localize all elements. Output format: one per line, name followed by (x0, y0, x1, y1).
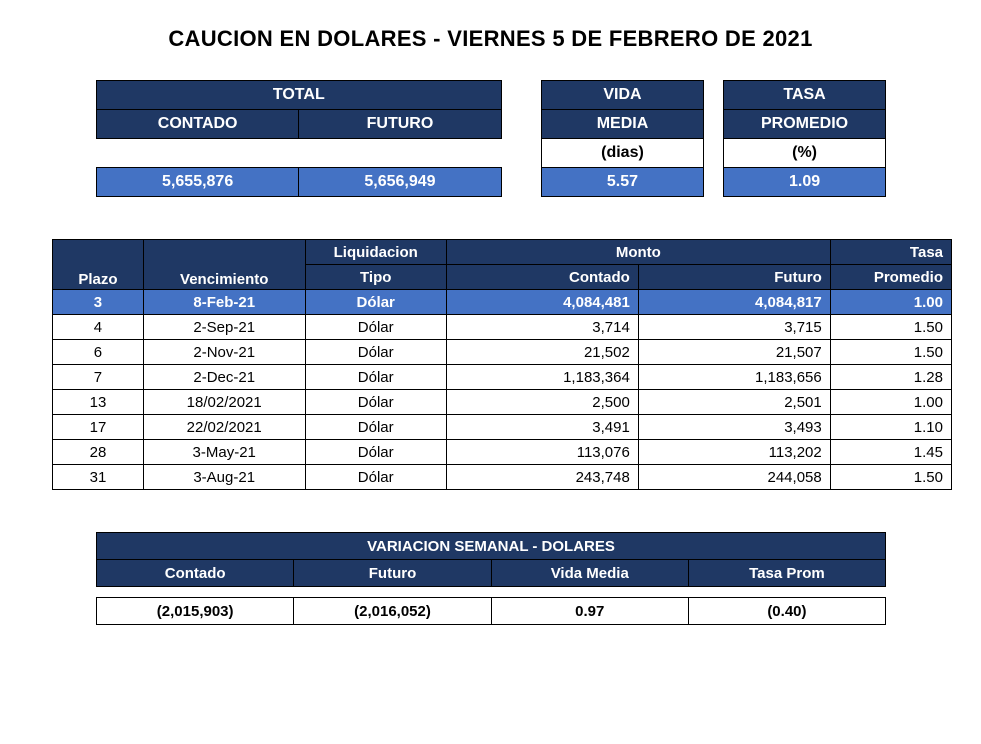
cell-venc: 2-Dec-21 (143, 365, 305, 390)
col-monto: Monto (446, 240, 830, 265)
cell-contado: 4,084,481 (446, 290, 638, 315)
cell-futuro: 21,507 (638, 340, 830, 365)
val-contado: 5,655,876 (97, 168, 299, 197)
val-futuro: 5,656,949 (299, 168, 501, 197)
cell-venc: 2-Nov-21 (143, 340, 305, 365)
cell-venc: 8-Feb-21 (143, 290, 305, 315)
cell-contado: 21,502 (446, 340, 638, 365)
cell-futuro: 113,202 (638, 440, 830, 465)
cell-venc: 18/02/2021 (143, 390, 305, 415)
cell-tipo: Dólar (305, 390, 446, 415)
cell-contado: 2,500 (446, 390, 638, 415)
cell-plazo: 7 (53, 365, 144, 390)
cell-tasa: 1.10 (830, 415, 951, 440)
cell-venc: 3-May-21 (143, 440, 305, 465)
hdr-tasa: TASA (724, 81, 886, 110)
col-tipo: Tipo (305, 265, 446, 290)
cell-plazo: 3 (53, 290, 144, 315)
unit-pct: (%) (724, 139, 886, 168)
col-tasa: Tasa (830, 240, 951, 265)
table-row: 72-Dec-21Dólar1,183,3641,183,6561.28 (53, 365, 952, 390)
cell-venc: 22/02/2021 (143, 415, 305, 440)
wk-futuro: (2,016,052) (294, 598, 491, 625)
cell-tasa: 1.50 (830, 465, 951, 490)
cell-futuro: 3,715 (638, 315, 830, 340)
col-promedio: Promedio (830, 265, 951, 290)
cell-contado: 3,714 (446, 315, 638, 340)
wk-vida: 0.97 (491, 598, 688, 625)
wk-tasa: (0.40) (688, 598, 885, 625)
wk-tasa-h: Tasa Prom (688, 560, 885, 587)
cell-plazo: 28 (53, 440, 144, 465)
cell-tipo: Dólar (305, 340, 446, 365)
cell-venc: 3-Aug-21 (143, 465, 305, 490)
page-title: CAUCION EN DOLARES - VIERNES 5 DE FEBRER… (40, 26, 941, 52)
cell-tasa: 1.00 (830, 290, 951, 315)
wk-futuro-h: Futuro (294, 560, 491, 587)
cell-tipo: Dólar (305, 365, 446, 390)
hdr-contado: CONTADO (97, 110, 299, 139)
cell-tipo: Dólar (305, 440, 446, 465)
weekly-table: VARIACION SEMANAL - DOLARES Contado Futu… (96, 532, 886, 625)
hdr-futuro: FUTURO (299, 110, 501, 139)
wk-contado: (2,015,903) (97, 598, 294, 625)
hdr-prom: PROMEDIO (724, 110, 886, 139)
cell-tasa: 1.00 (830, 390, 951, 415)
cell-contado: 243,748 (446, 465, 638, 490)
cell-plazo: 4 (53, 315, 144, 340)
summary-table: TOTAL VIDA TASA CONTADO FUTURO MEDIA PRO… (96, 80, 886, 197)
cell-plazo: 6 (53, 340, 144, 365)
table-row: 38-Feb-21Dólar4,084,4814,084,8171.00 (53, 290, 952, 315)
cell-futuro: 1,183,656 (638, 365, 830, 390)
cell-futuro: 3,493 (638, 415, 830, 440)
table-row: 1318/02/2021Dólar2,5002,5011.00 (53, 390, 952, 415)
weekly-table-wrap: VARIACION SEMANAL - DOLARES Contado Futu… (96, 532, 941, 625)
hdr-media: MEDIA (542, 110, 704, 139)
col-plazo: Plazo (53, 240, 144, 290)
cell-tipo: Dólar (305, 290, 446, 315)
cell-futuro: 2,501 (638, 390, 830, 415)
cell-tipo: Dólar (305, 465, 446, 490)
col-venc: Vencimiento (143, 240, 305, 290)
col-liq: Liquidacion (305, 240, 446, 265)
cell-tipo: Dólar (305, 315, 446, 340)
hdr-vida: VIDA (542, 81, 704, 110)
cell-contado: 3,491 (446, 415, 638, 440)
table-row: 1722/02/2021Dólar3,4913,4931.10 (53, 415, 952, 440)
detail-table-wrap: Plazo Vencimiento Liquidacion Monto Tasa… (52, 239, 941, 490)
cell-futuro: 244,058 (638, 465, 830, 490)
table-row: 313-Aug-21Dólar243,748244,0581.50 (53, 465, 952, 490)
table-row: 283-May-21Dólar113,076113,2021.45 (53, 440, 952, 465)
cell-contado: 1,183,364 (446, 365, 638, 390)
weekly-title: VARIACION SEMANAL - DOLARES (97, 533, 886, 560)
wk-contado-h: Contado (97, 560, 294, 587)
cell-tasa: 1.50 (830, 315, 951, 340)
val-vida: 5.57 (542, 168, 704, 197)
cell-plazo: 31 (53, 465, 144, 490)
cell-venc: 2-Sep-21 (143, 315, 305, 340)
val-tasa: 1.09 (724, 168, 886, 197)
col-contado: Contado (446, 265, 638, 290)
hdr-total: TOTAL (97, 81, 502, 110)
unit-dias: (dias) (542, 139, 704, 168)
table-row: 42-Sep-21Dólar3,7143,7151.50 (53, 315, 952, 340)
cell-futuro: 4,084,817 (638, 290, 830, 315)
cell-contado: 113,076 (446, 440, 638, 465)
summary-table-wrap: TOTAL VIDA TASA CONTADO FUTURO MEDIA PRO… (96, 80, 941, 197)
cell-tipo: Dólar (305, 415, 446, 440)
wk-vida-h: Vida Media (491, 560, 688, 587)
col-futuro: Futuro (638, 265, 830, 290)
detail-table: Plazo Vencimiento Liquidacion Monto Tasa… (52, 239, 952, 490)
cell-plazo: 13 (53, 390, 144, 415)
cell-tasa: 1.45 (830, 440, 951, 465)
cell-tasa: 1.50 (830, 340, 951, 365)
table-row: 62-Nov-21Dólar21,50221,5071.50 (53, 340, 952, 365)
cell-tasa: 1.28 (830, 365, 951, 390)
cell-plazo: 17 (53, 415, 144, 440)
